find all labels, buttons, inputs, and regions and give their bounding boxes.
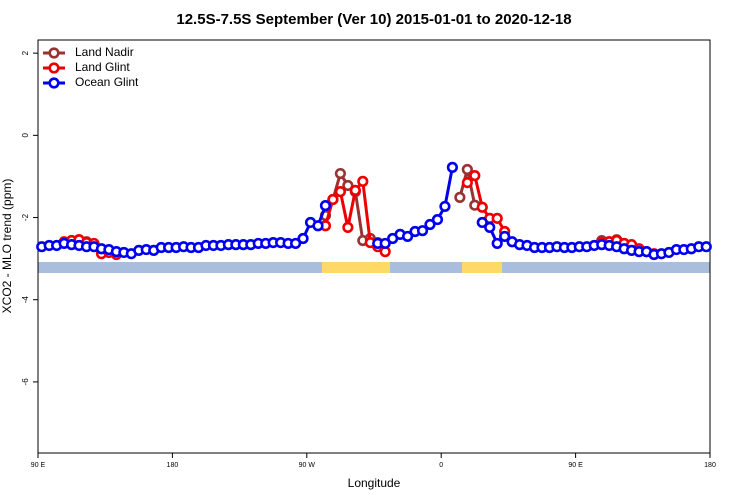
point [446,161,459,173]
x-tick-label: 0 [439,462,443,469]
point [319,200,332,212]
point [312,220,324,232]
x-tick-label: 90 W [299,462,316,469]
point [402,230,414,243]
y-tick-label: -2 [21,213,30,221]
point [491,237,503,250]
legend-label: Land Glint [75,60,130,74]
x-tick-label: 90 E [31,462,46,469]
point [424,218,436,231]
legend-label: Land Nadir [75,45,134,59]
point [484,221,496,233]
point [461,176,473,189]
x-tick-label: 90 E [568,462,583,469]
point [499,230,511,243]
legend-marker [48,77,60,89]
legend-label: Ocean Glint [75,75,139,89]
point [290,237,302,250]
point [700,241,712,253]
point [357,175,369,187]
x-tick-label: 180 [704,462,716,469]
point [297,232,309,245]
legend-marker [48,47,60,59]
land-band [462,262,502,273]
point [349,184,361,197]
x-tick-label: 180 [167,462,179,469]
point [461,163,473,176]
land-band [322,262,390,273]
y-tick-label: 0 [21,133,30,138]
point [342,179,354,192]
y-tick-label: -4 [21,296,30,304]
point [476,201,488,213]
point [334,167,347,180]
chart-title: 12.5S-7.5S September (Ver 10) 2015-01-01… [176,11,571,28]
legend-marker [48,62,60,74]
point [379,237,391,250]
y-tick-label: 2 [21,50,30,55]
point [454,191,466,203]
point [431,213,444,226]
point [491,212,503,224]
point [469,170,481,182]
x-axis-label: Longitude [348,476,401,490]
point [334,186,347,198]
y-tick-label: -6 [21,378,30,386]
point [416,225,429,237]
y-axis-label: XCO2 - MLO trend (ppm) [0,179,14,314]
point [327,193,339,206]
point [476,216,488,229]
point [342,221,354,233]
point [439,200,451,213]
